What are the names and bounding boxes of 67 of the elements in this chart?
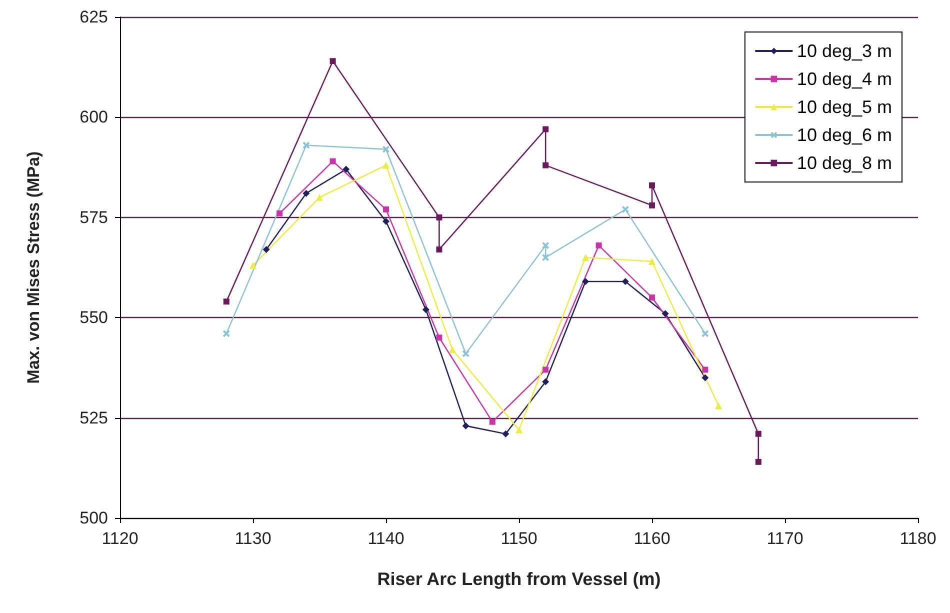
point	[649, 182, 655, 188]
point	[330, 58, 336, 64]
x-tick-label: 1120	[102, 529, 138, 548]
point	[462, 422, 470, 430]
legend-label: 10 deg_8 m	[796, 153, 892, 173]
y-tick-label: 550	[80, 308, 108, 328]
y-tick-label: 500	[80, 508, 108, 528]
point	[582, 278, 589, 286]
y-tick-label: 625	[80, 8, 108, 26]
point	[436, 214, 442, 220]
legend-label: 10 deg_6 m	[796, 125, 892, 145]
point	[422, 306, 430, 314]
point	[702, 366, 708, 373]
point	[542, 126, 549, 132]
point	[542, 242, 550, 249]
point	[502, 430, 510, 438]
x-tick-label: 1150	[500, 529, 538, 548]
x-tick-label: 1180	[900, 529, 936, 548]
point	[622, 206, 629, 213]
point	[382, 218, 390, 225]
x-axis-title: Riser Arc Length from Vessel (m)	[377, 569, 661, 589]
point	[649, 202, 655, 208]
point	[262, 246, 270, 253]
legend-label: 10 deg_4 m	[796, 69, 892, 89]
legend-label: 10 deg_5 m	[796, 97, 892, 117]
point	[302, 142, 310, 149]
point	[382, 162, 390, 169]
point	[276, 210, 283, 216]
point	[648, 258, 656, 265]
point	[662, 310, 669, 318]
point	[702, 330, 709, 338]
point	[316, 194, 323, 201]
point	[516, 426, 522, 434]
x-tick-label: 1160	[634, 529, 670, 548]
point	[542, 378, 550, 386]
point	[436, 334, 442, 341]
point	[542, 366, 549, 373]
x-tick-label: 1140	[368, 529, 404, 548]
point	[582, 254, 589, 261]
x-tick-label: 1130	[234, 529, 272, 548]
point	[755, 430, 762, 437]
point	[449, 346, 456, 354]
point	[755, 458, 762, 465]
point	[330, 158, 336, 164]
point	[649, 294, 655, 301]
point	[250, 262, 256, 269]
point	[222, 330, 230, 338]
point	[596, 242, 602, 248]
point	[302, 190, 310, 197]
point	[342, 166, 350, 173]
x-tick-label: 1170	[766, 529, 804, 548]
point	[383, 206, 389, 212]
point	[542, 254, 550, 261]
point	[489, 418, 496, 425]
point	[702, 374, 709, 382]
y-tick-label: 525	[80, 408, 108, 428]
point	[436, 246, 442, 252]
point	[715, 402, 722, 410]
legend-label: 10 deg_3 m	[796, 41, 892, 61]
point	[462, 350, 470, 358]
point	[382, 146, 390, 153]
point	[223, 298, 230, 305]
point	[622, 278, 629, 286]
point	[542, 162, 549, 168]
y-axis-title: Max. von Mises Stress (MPa)	[24, 151, 43, 384]
y-tick-label: 600	[80, 108, 108, 127]
y-tick-label: 575	[80, 208, 108, 227]
